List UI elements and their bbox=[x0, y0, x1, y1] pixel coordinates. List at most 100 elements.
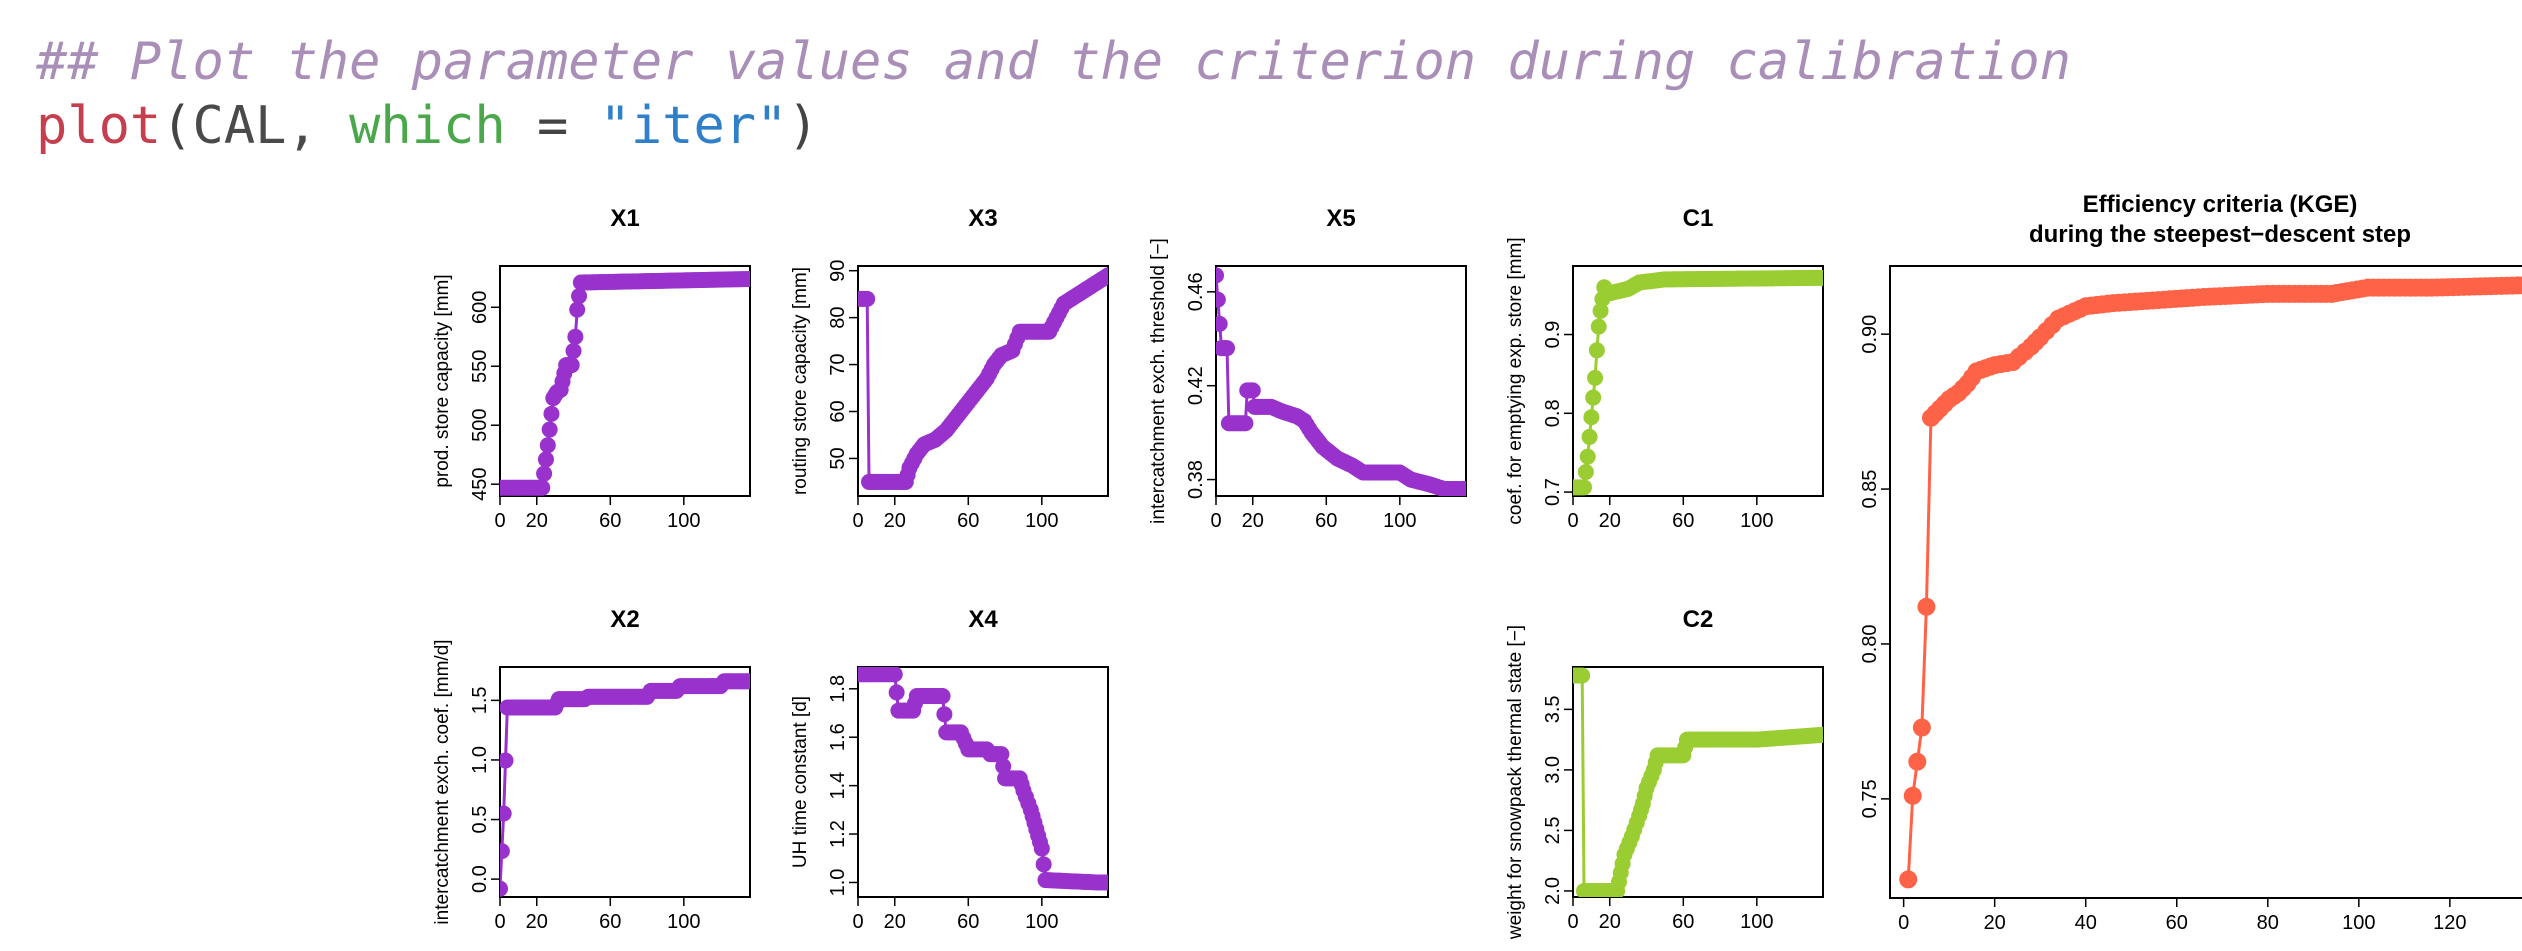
x-tick-label: 0 bbox=[1567, 911, 1578, 933]
x-tick-label: 60 bbox=[957, 510, 979, 532]
x-tick-label: 60 bbox=[599, 510, 621, 532]
x-tick-label: 100 bbox=[2342, 912, 2375, 934]
y-tick-label: 1.6 bbox=[827, 723, 849, 751]
data-point bbox=[1903, 786, 1922, 805]
data-point bbox=[1013, 776, 1030, 793]
x-tick-label: 0 bbox=[852, 510, 863, 532]
y-tick-label: 1.5 bbox=[469, 686, 491, 714]
data-point bbox=[565, 342, 582, 359]
data-point bbox=[1610, 873, 1627, 890]
plot-title: X2 bbox=[610, 606, 639, 633]
x-tick-label: 20 bbox=[1599, 911, 1621, 933]
data-point bbox=[500, 752, 514, 769]
y-tick-label: 0.80 bbox=[1859, 624, 1881, 663]
data-point bbox=[1633, 801, 1650, 818]
data-point bbox=[884, 667, 901, 683]
data-point bbox=[936, 706, 953, 723]
plot-title: X4 bbox=[968, 606, 998, 633]
y-tick-label: 50 bbox=[827, 447, 849, 469]
panel-x1: X1 0 20 60 100 450 500 550 600 prod. store capaci… bbox=[432, 205, 751, 532]
plot-subtitle: during the steepest−descent step bbox=[2029, 221, 2411, 248]
data-point bbox=[888, 684, 905, 701]
plot-title: C1 bbox=[1683, 205, 1714, 232]
plot-title: C2 bbox=[1683, 606, 1714, 633]
y-tick-label: 0.46 bbox=[1185, 272, 1207, 311]
data-point bbox=[1587, 369, 1604, 386]
data-point bbox=[1643, 767, 1660, 784]
y-tick-label: 70 bbox=[827, 353, 849, 375]
data-point bbox=[1031, 834, 1048, 851]
data-point bbox=[1636, 787, 1653, 804]
x-tick-label: 20 bbox=[1599, 510, 1621, 532]
x-tick-label: 0 bbox=[494, 510, 505, 532]
y-axis-label: intercatchment exch. coef. [mm/d] bbox=[432, 639, 453, 924]
plot-frame bbox=[499, 666, 751, 898]
x-tick-label: 100 bbox=[1740, 911, 1773, 933]
data-point bbox=[1242, 382, 1259, 399]
data-layer bbox=[1899, 276, 2522, 889]
y-tick-label: 0.5 bbox=[469, 806, 491, 834]
code-equals: = bbox=[505, 96, 600, 156]
x-tick-label: 60 bbox=[1672, 911, 1694, 933]
x-tick-label: 0 bbox=[852, 911, 863, 933]
y-tick-label: 60 bbox=[827, 400, 849, 422]
y-tick-label: 2.5 bbox=[1542, 817, 1564, 845]
y-tick-label: 0.0 bbox=[469, 865, 491, 893]
x-tick-label: 120 bbox=[2433, 912, 2466, 934]
y-tick-label: 0.9 bbox=[1542, 321, 1564, 349]
data-point bbox=[1026, 814, 1043, 831]
y-tick-label: 500 bbox=[469, 409, 491, 442]
code-open-paren: ( bbox=[161, 96, 193, 156]
data-layer bbox=[500, 270, 750, 496]
data-point bbox=[1020, 795, 1037, 812]
y-tick-label: 0.75 bbox=[1859, 779, 1881, 818]
panel-x4: X4 0 20 60 100 1.0 1.2 1.4 1.6 1.8 UH time constan… bbox=[790, 606, 1109, 933]
series-line bbox=[1906, 283, 2522, 880]
series-line bbox=[500, 277, 750, 490]
data-point bbox=[2519, 278, 2522, 292]
data-point bbox=[991, 746, 1008, 763]
data-point bbox=[1097, 268, 1108, 285]
y-tick-label: 0.38 bbox=[1185, 460, 1207, 499]
x-tick-label: 20 bbox=[526, 911, 548, 933]
data-layer bbox=[1573, 667, 1823, 897]
panel-c2: C2 0 20 60 100 2.0 2.5 3.0 3.5 weight for snowpac… bbox=[1505, 606, 1824, 940]
x-tick-label: 100 bbox=[1383, 510, 1416, 532]
x-tick-label: 0 bbox=[1210, 510, 1221, 532]
data-point bbox=[1573, 667, 1588, 684]
x-tick-label: 20 bbox=[1984, 912, 2006, 934]
data-point bbox=[1583, 409, 1600, 426]
code-keyword: which bbox=[349, 96, 506, 156]
x-tick-label: 60 bbox=[599, 911, 621, 933]
data-point bbox=[1216, 291, 1226, 308]
data-point bbox=[1908, 752, 1927, 771]
data-point bbox=[500, 843, 510, 860]
data-point bbox=[1573, 479, 1590, 496]
x-tick-label: 20 bbox=[1242, 510, 1264, 532]
data-point bbox=[1216, 315, 1228, 332]
data-layer bbox=[858, 267, 1108, 490]
y-tick-label: 550 bbox=[469, 350, 491, 383]
data-point bbox=[932, 688, 949, 705]
y-tick-label: 600 bbox=[469, 291, 491, 324]
x-tick-label: 60 bbox=[2166, 912, 2188, 934]
data-point bbox=[1592, 302, 1609, 319]
x-tick-label: 100 bbox=[1025, 510, 1058, 532]
y-tick-label: 450 bbox=[469, 468, 491, 501]
plot-frame bbox=[857, 265, 1109, 497]
plot-frame bbox=[1889, 265, 2522, 899]
plot-title: X3 bbox=[968, 205, 997, 232]
data-point bbox=[1899, 870, 1918, 889]
data-point bbox=[1628, 814, 1645, 831]
code-close-paren: ) bbox=[787, 96, 819, 156]
data-point bbox=[536, 465, 553, 482]
x-tick-label: 20 bbox=[526, 510, 548, 532]
data-point bbox=[1097, 874, 1108, 891]
data-point bbox=[567, 328, 584, 345]
y-tick-label: 0.85 bbox=[1859, 470, 1881, 509]
x-tick-label: 100 bbox=[1740, 510, 1773, 532]
data-layer bbox=[1573, 269, 1823, 496]
data-point bbox=[569, 301, 586, 318]
x-tick-label: 100 bbox=[667, 911, 700, 933]
